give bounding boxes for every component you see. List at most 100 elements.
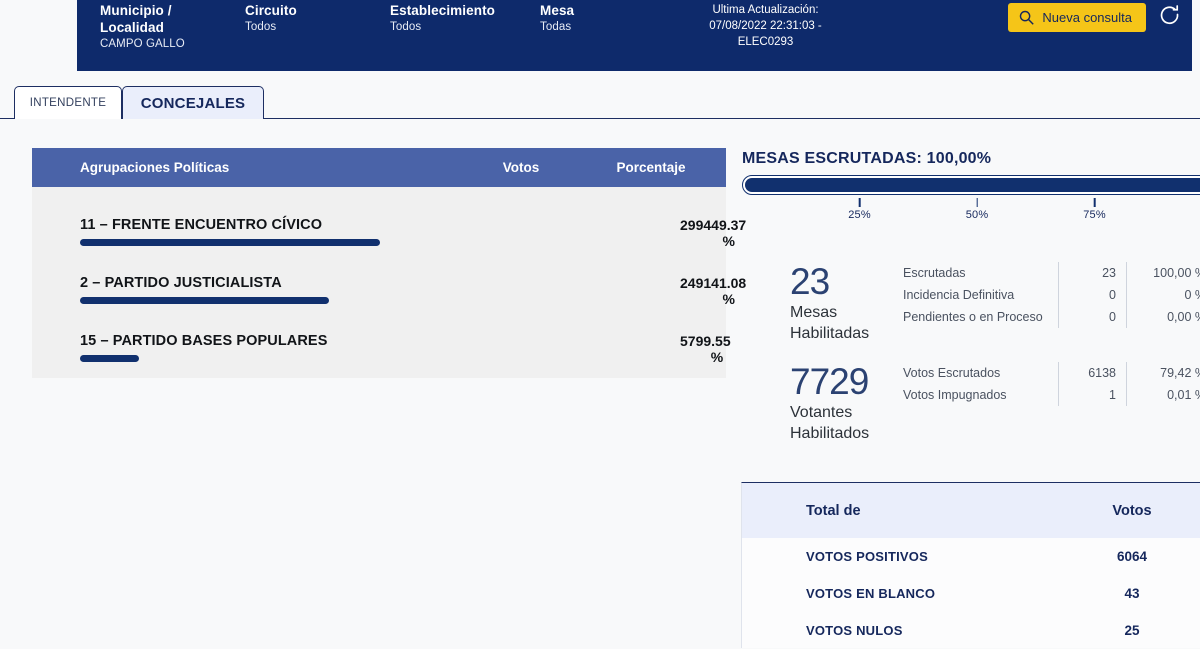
stat-mesas-number: 23 xyxy=(790,261,830,302)
stat-mesas-caption-2: Habilitadas xyxy=(790,325,870,342)
new-query-button[interactable]: Nueva consulta xyxy=(1008,3,1146,32)
mesas-escrutadas-title: MESAS ESCRUTADAS: 100,00% xyxy=(742,150,992,167)
filter-circuito-label: Circuito xyxy=(245,3,297,18)
party-votes: 2994 xyxy=(680,217,712,233)
filter-establecimiento-value: Todos xyxy=(390,21,422,33)
filter-establecimiento-label: Establecimiento xyxy=(390,3,496,18)
party-name: 11 – FRENTE ENCUENTRO CÍVICO xyxy=(80,217,323,233)
stat-row: Votos Impugnados 10,01 % xyxy=(903,384,1200,406)
tab-underline xyxy=(0,118,1200,119)
results-table-header: Agrupaciones Políticas Votos Porcentaje xyxy=(32,148,726,187)
stat-row-label: Pendientes o en Proceso xyxy=(903,310,1043,324)
tick-mark xyxy=(1093,198,1096,207)
totals-row: VOTOS POSITIVOS 6064 xyxy=(742,538,1200,575)
stat-row: Pendientes o en Proceso 00,00 % xyxy=(903,306,1200,328)
totals-row-votes: 25 xyxy=(1124,623,1140,638)
party-percent: 9.55 % xyxy=(703,333,731,365)
stat-row-count: 0 xyxy=(1058,306,1126,328)
last-update-code: ELEC0293 xyxy=(737,36,794,48)
stat-row-count: 23 xyxy=(1058,262,1126,284)
tab-concejales[interactable]: CONCEJALES xyxy=(122,86,264,119)
stat-row-percent: 100,00 % xyxy=(1126,262,1200,284)
tick-label: 50% xyxy=(965,209,989,221)
totals-header-votes: Votos xyxy=(1112,502,1152,519)
filter-mesa-value: Todas xyxy=(540,21,572,33)
refresh-button[interactable] xyxy=(1158,4,1182,31)
filter-municipio-value: CAMPO GALLO xyxy=(100,38,185,50)
results-table-body: 11 – FRENTE ENCUENTRO CÍVICO 2994 49.37 % 2… xyxy=(32,187,746,365)
filter-topbar: Municipio / Localidad CAMPO GALLO Circui… xyxy=(77,0,1192,71)
totals-row-label: VOTOS POSITIVOS xyxy=(806,549,928,564)
totals-row-votes: 6064 xyxy=(1116,549,1148,564)
mesas-progress: 25% 50% 75% xyxy=(742,175,1200,224)
progress-ticks: 25% 50% 75% xyxy=(742,198,1200,224)
filter-municipio-label-line1: Municipio / xyxy=(100,3,172,18)
stat-row-label: Escrutadas xyxy=(903,266,966,280)
stat-row-count: 6138 xyxy=(1058,362,1126,384)
tab-intendente[interactable]: INTENDENTE xyxy=(14,86,122,119)
progress-tick: 25% xyxy=(848,198,871,221)
party-votes: 2491 xyxy=(680,275,712,291)
filter-municipio-label-line2: Localidad xyxy=(100,20,164,35)
stat-row-count: 0 xyxy=(1058,284,1126,306)
totals-header-type: Total de xyxy=(806,502,861,519)
party-bar-fill xyxy=(80,239,380,246)
stat-votantes-number: 7729 xyxy=(790,361,869,402)
totals-row: VOTOS EN BLANCO 43 xyxy=(742,575,1200,612)
filter-establecimiento[interactable]: Establecimiento Todos xyxy=(390,0,540,35)
last-update-datetime: 07/08/2022 22:31:03 - xyxy=(709,20,822,32)
party-main: 15 – PARTIDO BASES POPULARES xyxy=(80,317,680,362)
totals-card: Total de Votos VOTOS POSITIVOS 6064 VOTOS … xyxy=(741,482,1200,648)
filter-mesa-label: Mesa xyxy=(540,3,575,18)
party-votes: 579 xyxy=(680,333,704,349)
tick-label: 75% xyxy=(1083,209,1106,221)
stat-block-votantes: 7729 Votantes Habilitados Votos Escrutad… xyxy=(790,362,1200,444)
tab-bar: INTENDENTE CONCEJALES xyxy=(0,86,1200,119)
tick-mark xyxy=(858,198,861,207)
search-icon xyxy=(1018,9,1035,26)
stat-row-count: 1 xyxy=(1058,384,1126,406)
progress-tick: 50% xyxy=(966,198,989,221)
totals-table-header: Total de Votos xyxy=(742,483,1200,538)
refresh-icon xyxy=(1158,4,1182,31)
party-row: 11 – FRENTE ENCUENTRO CÍVICO 2994 49.37 % xyxy=(32,201,746,249)
stat-votantes-caption-2: Habilitados xyxy=(790,425,870,442)
tab-concejales-label: CONCEJALES xyxy=(140,94,246,112)
stat-row-percent: 0 % xyxy=(1126,284,1200,306)
column-header-party: Agrupaciones Políticas xyxy=(80,160,230,175)
party-percent: 41.08 % xyxy=(711,275,747,307)
party-row: 2 – PARTIDO JUSTICIALISTA 2491 41.08 % xyxy=(32,259,746,307)
column-header-votes: Votos xyxy=(502,160,540,175)
tab-intendente-label: INTENDENTE xyxy=(29,97,107,109)
party-bar-fill xyxy=(80,355,139,362)
stat-block-mesas: 23 Mesas Habilitadas Escrutadas 23 100,00 … xyxy=(790,262,1200,344)
stat-mesas-caption-1: Mesas xyxy=(790,304,838,321)
totals-table-body: VOTOS POSITIVOS 6064 VOTOS EN BLANCO 43 VOTO… xyxy=(742,538,1200,649)
stat-row: Incidencia Definitiva 00 % xyxy=(903,284,1200,306)
tick-label: 25% xyxy=(848,209,871,221)
filter-municipio[interactable]: Municipio / Localidad CAMPO GALLO xyxy=(100,0,245,52)
column-header-percent: Porcentaje xyxy=(616,160,686,175)
progress-track xyxy=(742,175,1200,195)
party-row: 15 – PARTIDO BASES POPULARES 579 9.55 % xyxy=(32,317,731,365)
party-bar-track xyxy=(80,297,680,304)
stat-votantes-caption-1: Votantes xyxy=(790,404,853,421)
party-bar-track xyxy=(80,355,680,362)
totals-row-label: VOTOS EN BLANCO xyxy=(806,586,936,601)
stat-votantes-summary: 7729 Votantes Habilitados xyxy=(790,362,895,444)
last-update-block: Ultima Actualización: 07/08/2022 22:31:0… xyxy=(683,0,848,50)
party-name: 15 – PARTIDO BASES POPULARES xyxy=(80,333,328,349)
filter-circuito[interactable]: Circuito Todos xyxy=(245,0,390,35)
party-name: 2 – PARTIDO JUSTICIALISTA xyxy=(80,275,282,291)
stat-mesas-summary: 23 Mesas Habilitadas xyxy=(790,262,895,344)
party-main: 11 – FRENTE ENCUENTRO CÍVICO xyxy=(80,201,680,246)
stat-row-label: Votos Impugnados xyxy=(903,388,1007,402)
filter-mesa[interactable]: Mesa Todas xyxy=(540,0,675,35)
topbar-actions: Nueva consulta xyxy=(1008,0,1192,32)
stat-row-percent: 79,42 % xyxy=(1126,362,1200,384)
new-query-label: Nueva consulta xyxy=(1042,10,1132,25)
party-bar-fill xyxy=(80,297,329,304)
party-percent: 49.37 % xyxy=(711,217,747,249)
